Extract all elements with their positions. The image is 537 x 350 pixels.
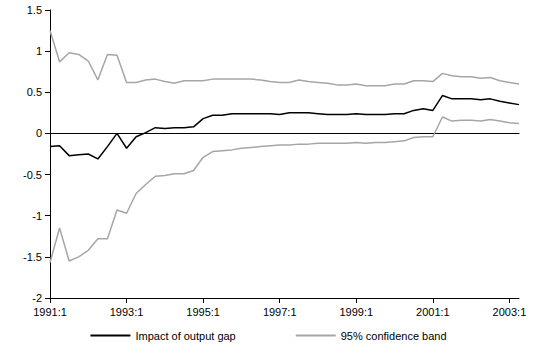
svg-text:1991:1: 1991:1 <box>33 306 67 318</box>
svg-text:2003:1: 2003:1 <box>493 306 527 318</box>
svg-text:Impact of output gap: Impact of output gap <box>135 330 235 342</box>
svg-text:0.5: 0.5 <box>27 86 42 98</box>
svg-text:1995:1: 1995:1 <box>186 306 220 318</box>
svg-text:-1: -1 <box>32 210 42 222</box>
svg-text:0: 0 <box>36 127 42 139</box>
svg-text:-1.5: -1.5 <box>23 251 42 263</box>
svg-text:95% confidence band: 95% confidence band <box>341 330 447 342</box>
svg-text:1997:1: 1997:1 <box>263 306 297 318</box>
svg-text:1.5: 1.5 <box>27 4 42 16</box>
svg-text:1993:1: 1993:1 <box>110 306 144 318</box>
svg-text:1999:1: 1999:1 <box>339 306 373 318</box>
svg-text:-2: -2 <box>32 292 42 304</box>
svg-text:1: 1 <box>36 45 42 57</box>
svg-text:2001:1: 2001:1 <box>416 306 450 318</box>
svg-text:-0.5: -0.5 <box>23 169 42 181</box>
